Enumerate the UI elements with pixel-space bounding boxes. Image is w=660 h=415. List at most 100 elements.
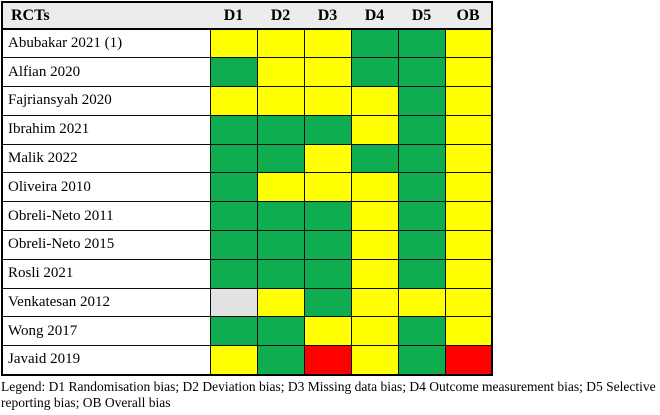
risk-cell-low bbox=[397, 143, 446, 174]
study-label: Venkatesan 2012 bbox=[1, 287, 211, 318]
column-header-ob: OB bbox=[445, 2, 492, 30]
risk-cell-low bbox=[303, 230, 352, 260]
risk-cell-low bbox=[209, 114, 258, 145]
study-label: Oliveira 2010 bbox=[1, 172, 211, 203]
risk-cell-low bbox=[397, 28, 446, 59]
table-row: Wong 2017 bbox=[1, 316, 493, 347]
risk-cell-some-concerns bbox=[444, 114, 493, 145]
study-label: Obreli-Neto 2015 bbox=[1, 230, 211, 260]
risk-cell-low bbox=[397, 57, 446, 88]
risk-cell-some-concerns bbox=[256, 86, 305, 116]
risk-cell-low bbox=[397, 316, 446, 347]
risk-cell-low bbox=[350, 28, 399, 59]
risk-cell-some-concerns bbox=[444, 201, 493, 232]
risk-cell-some-concerns bbox=[444, 230, 493, 260]
column-header-d5: D5 bbox=[398, 2, 445, 30]
table-row: Oliveira 2010 bbox=[1, 172, 493, 203]
risk-cell-some-concerns bbox=[350, 287, 399, 318]
header-rcts: RCTs bbox=[2, 2, 210, 30]
risk-cell-low bbox=[209, 201, 258, 232]
risk-cell-some-concerns bbox=[256, 28, 305, 59]
risk-cell-no-information bbox=[209, 287, 258, 318]
risk-cell-some-concerns bbox=[256, 287, 305, 318]
table-row: Abubakar 2021 (1) bbox=[1, 28, 493, 59]
risk-cell-low bbox=[350, 143, 399, 174]
study-label: Ibrahim 2021 bbox=[1, 114, 211, 145]
table-row: Venkatesan 2012 bbox=[1, 287, 493, 318]
study-label: Fajriansyah 2020 bbox=[1, 86, 211, 116]
table-row: Ibrahim 2021 bbox=[1, 114, 493, 145]
risk-cell-some-concerns bbox=[303, 57, 352, 88]
risk-cell-some-concerns bbox=[303, 172, 352, 203]
risk-cell-high bbox=[444, 345, 493, 376]
risk-cell-some-concerns bbox=[350, 172, 399, 203]
table-row: Rosli 2021 bbox=[1, 258, 493, 289]
risk-cell-low bbox=[256, 258, 305, 289]
risk-cell-some-concerns bbox=[444, 57, 493, 88]
risk-cell-low bbox=[397, 114, 446, 145]
study-label: Obreli-Neto 2011 bbox=[1, 201, 211, 232]
risk-cell-some-concerns bbox=[350, 114, 399, 145]
column-header-d3: D3 bbox=[304, 2, 351, 30]
risk-cell-low bbox=[256, 230, 305, 260]
risk-cell-some-concerns bbox=[350, 86, 399, 116]
table-row: Obreli-Neto 2011 bbox=[1, 201, 493, 232]
risk-cell-low bbox=[397, 172, 446, 203]
risk-cell-low bbox=[209, 57, 258, 88]
risk-cell-some-concerns bbox=[303, 28, 352, 59]
risk-cell-low bbox=[397, 86, 446, 116]
table-row: Obreli-Neto 2015 bbox=[1, 230, 493, 260]
risk-cell-low bbox=[209, 172, 258, 203]
risk-cell-low bbox=[256, 316, 305, 347]
risk-cell-low bbox=[397, 230, 446, 260]
risk-cell-some-concerns bbox=[350, 230, 399, 260]
column-header-d1: D1 bbox=[210, 2, 257, 30]
risk-cell-some-concerns bbox=[444, 287, 493, 318]
risk-cell-low bbox=[303, 114, 352, 145]
risk-cell-some-concerns bbox=[350, 316, 399, 347]
risk-cell-high bbox=[303, 345, 352, 376]
risk-cell-some-concerns bbox=[303, 316, 352, 347]
risk-cell-some-concerns bbox=[209, 28, 258, 59]
table-row: Fajriansyah 2020 bbox=[1, 86, 493, 116]
risk-cell-low bbox=[256, 114, 305, 145]
study-label: Javaid 2019 bbox=[1, 345, 211, 376]
risk-cell-low bbox=[397, 258, 446, 289]
table-row: Malik 2022 bbox=[1, 143, 493, 174]
risk-cell-some-concerns bbox=[444, 316, 493, 347]
risk-cell-low bbox=[256, 201, 305, 232]
study-label: Alfian 2020 bbox=[1, 57, 211, 88]
legend-text: Legend: D1 Randomisation bias; D2 Deviat… bbox=[1, 378, 656, 411]
risk-cell-some-concerns bbox=[256, 172, 305, 203]
study-label: Malik 2022 bbox=[1, 143, 211, 174]
risk-cell-some-concerns bbox=[444, 28, 493, 59]
risk-cell-low bbox=[209, 143, 258, 174]
risk-cell-some-concerns bbox=[397, 287, 446, 318]
study-label: Wong 2017 bbox=[1, 316, 211, 347]
risk-cell-low bbox=[303, 258, 352, 289]
column-header-d4: D4 bbox=[351, 2, 398, 30]
risk-cell-some-concerns bbox=[303, 86, 352, 116]
risk-cell-low bbox=[303, 287, 352, 318]
risk-cell-low bbox=[397, 345, 446, 376]
risk-cell-low bbox=[256, 345, 305, 376]
risk-cell-some-concerns bbox=[444, 143, 493, 174]
risk-cell-some-concerns bbox=[209, 345, 258, 376]
header-row: RCTs D1 D2 D3 D4 D5 OB bbox=[2, 2, 492, 30]
table-row: Alfian 2020 bbox=[1, 57, 493, 88]
risk-cell-low bbox=[303, 201, 352, 232]
risk-of-bias-table: RCTs D1 D2 D3 D4 D5 OB Abubakar 2021 (1) Alfia… bbox=[1, 1, 493, 376]
risk-cell-some-concerns bbox=[444, 86, 493, 116]
risk-cell-low bbox=[350, 57, 399, 88]
risk-cell-some-concerns bbox=[444, 258, 493, 289]
risk-cell-some-concerns bbox=[209, 86, 258, 116]
risk-cell-some-concerns bbox=[303, 143, 352, 174]
study-label: Rosli 2021 bbox=[1, 258, 211, 289]
study-label: Abubakar 2021 (1) bbox=[1, 28, 211, 59]
risk-cell-some-concerns bbox=[350, 258, 399, 289]
risk-cell-some-concerns bbox=[350, 345, 399, 376]
risk-cell-low bbox=[397, 201, 446, 232]
risk-cell-low bbox=[209, 230, 258, 260]
risk-cell-low bbox=[209, 258, 258, 289]
